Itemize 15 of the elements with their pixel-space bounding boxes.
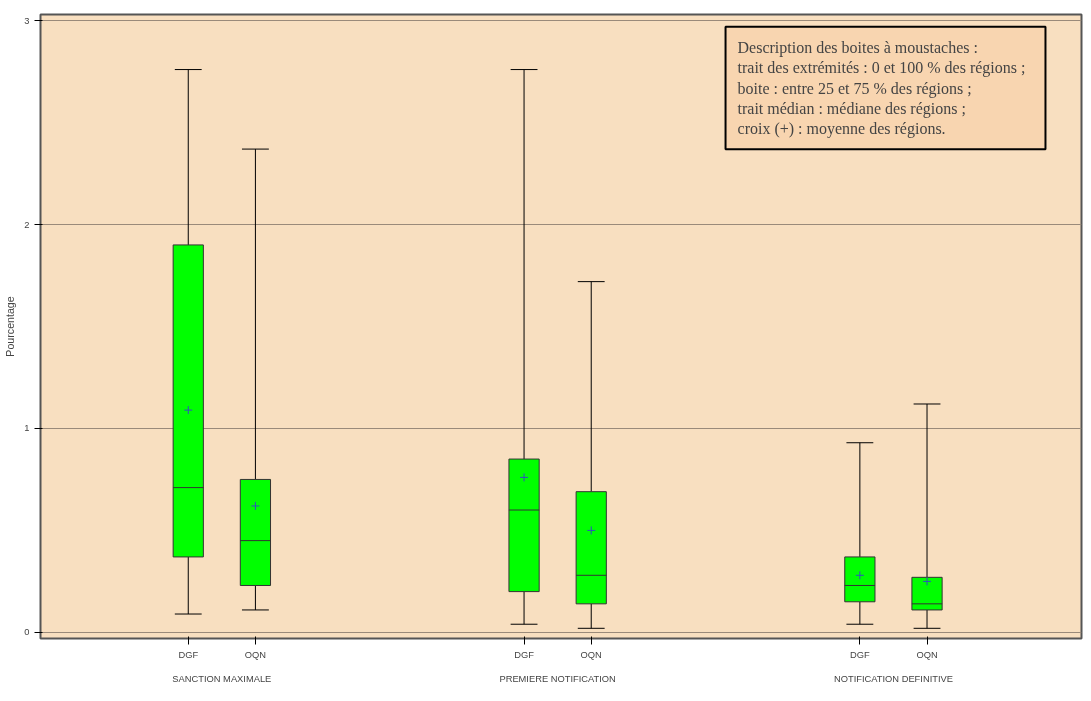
y-tick-label: 2 [24,219,30,230]
y-axis-title: Pourcentage [4,296,17,357]
text: PREMIERE NOTIFICATION [499,673,616,684]
text: NOTIFICATION DEFINITIVE [833,673,953,684]
text: SANCTION MAXIMALE [172,673,272,684]
x-tick-label: OQN [916,649,938,660]
x-tick-label: OQN [244,649,267,660]
x-tick-label: OQN [580,649,602,660]
y-tick-label: 3 [24,15,30,26]
x-tick-label: DGF [178,649,199,660]
y-tick-label: 0 [24,627,30,638]
y-tick-label: 1 [24,423,30,434]
x-tick-label: DGF [514,649,535,660]
x-tick-label: DGF [850,649,871,660]
annotation: Description des boites à moustaches : trait des extrémités : 0 et 100 % des régions ; boite : entre 25 et 75 % des régions ; trait médian : médiane des régions ; croix (+) : moyenne des régions. [737,38,1026,139]
